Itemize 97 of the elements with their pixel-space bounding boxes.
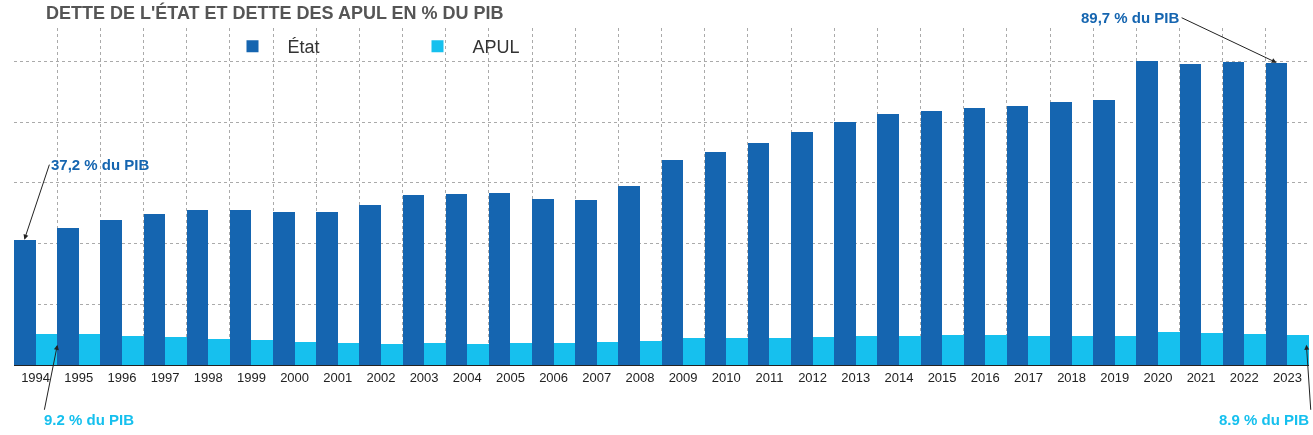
x-tick-label: 2000 (280, 369, 310, 385)
x-tick-label: 2005 (495, 369, 525, 385)
bar (834, 122, 856, 365)
annotation: 37,2 % du PIB (51, 156, 150, 173)
bar (316, 212, 338, 365)
bar (251, 340, 273, 365)
bar (273, 212, 295, 365)
legend-label: APUL (472, 37, 520, 58)
text: 8.9 % du PIB (1219, 411, 1310, 428)
chart-title: DETTE DE L'ÉTAT ET DETTE DES APUL EN % DU PIB (45, 2, 504, 24)
bar (1050, 102, 1072, 365)
bar (1072, 336, 1093, 365)
bar (79, 334, 100, 365)
x-tick-label: 2008 (625, 369, 655, 385)
x-tick-label: 2016 (970, 369, 1000, 385)
bar (1180, 64, 1201, 365)
bar (100, 220, 122, 365)
x-tick-label: 1995 (64, 369, 94, 385)
x-tick-label: 2006 (539, 369, 569, 385)
bar (187, 210, 208, 365)
x-tick-label: 2014 (884, 369, 914, 385)
bar (964, 108, 985, 365)
bar (575, 200, 597, 365)
bar (14, 240, 36, 365)
x-tick-label: 2007 (582, 369, 612, 385)
bar (899, 336, 921, 365)
x-tick-label: 1998 (193, 369, 223, 385)
bar (122, 336, 144, 365)
bar (662, 160, 683, 365)
bar (424, 343, 446, 365)
bar (1115, 336, 1136, 365)
x-tick-label: 2013 (841, 369, 871, 385)
bar (467, 344, 489, 365)
x-tick-label: 2003 (409, 369, 439, 385)
x-tick-label: 2015 (927, 369, 957, 385)
bar (1028, 336, 1050, 365)
x-tick-label: 1999 (236, 369, 266, 385)
bar (618, 186, 640, 365)
x-tick-label: 1996 (107, 369, 137, 385)
bar (1201, 333, 1223, 365)
text: 89,7 % du PIB (1081, 9, 1180, 26)
bar (985, 335, 1007, 365)
bar (57, 228, 79, 365)
bar (1244, 334, 1266, 365)
legend-label: État (287, 37, 320, 58)
x-tick-label: 2010 (711, 369, 741, 385)
x-tick-label: 2021 (1186, 369, 1216, 385)
bar (791, 132, 813, 365)
x-tick-label: 2011 (755, 369, 784, 385)
bar (1158, 332, 1180, 365)
bar (359, 205, 381, 365)
bar (877, 114, 899, 365)
bar (1266, 63, 1287, 365)
x-tick-label: 2017 (1013, 369, 1043, 385)
bar (748, 143, 769, 365)
bar (165, 337, 187, 365)
x-tick-label: 2022 (1229, 369, 1259, 385)
bar (381, 344, 403, 365)
x-tick-label: 2001 (323, 369, 353, 385)
bar (295, 342, 316, 365)
bar (446, 194, 467, 365)
bar (489, 193, 510, 365)
bar (769, 338, 791, 365)
x-tick-label: 1994 (21, 369, 51, 385)
bar (683, 338, 705, 365)
bar (144, 214, 165, 365)
x-tick-label: 2012 (798, 369, 828, 385)
x-tick-label: 2019 (1100, 369, 1130, 385)
bar (813, 337, 834, 365)
bar (36, 334, 57, 365)
bar (856, 336, 877, 365)
x-tick-label: 2009 (668, 369, 698, 385)
bar (1223, 62, 1244, 365)
bar (1093, 100, 1115, 365)
bar (532, 199, 554, 365)
bar (230, 210, 251, 365)
bar (921, 111, 942, 365)
x-tick-label: 2002 (366, 369, 396, 385)
bar (705, 152, 726, 365)
bar (338, 343, 359, 365)
bar (554, 343, 575, 365)
bar (208, 339, 230, 365)
bar (403, 195, 424, 365)
bar (726, 338, 748, 365)
bar (640, 341, 662, 365)
bar (942, 335, 964, 365)
bar (1136, 61, 1158, 365)
x-tick-label: 2004 (452, 369, 482, 385)
text: 9.2 % du PIB (44, 411, 135, 428)
x-tick-label: 2020 (1143, 369, 1173, 385)
x-tick-label: 2023 (1272, 369, 1302, 385)
bar (510, 343, 532, 365)
x-tick-label: 1997 (150, 369, 180, 385)
bar (1287, 335, 1309, 365)
x-tick-label: 2018 (1057, 369, 1087, 385)
bar (1007, 106, 1028, 365)
bar (597, 342, 618, 365)
